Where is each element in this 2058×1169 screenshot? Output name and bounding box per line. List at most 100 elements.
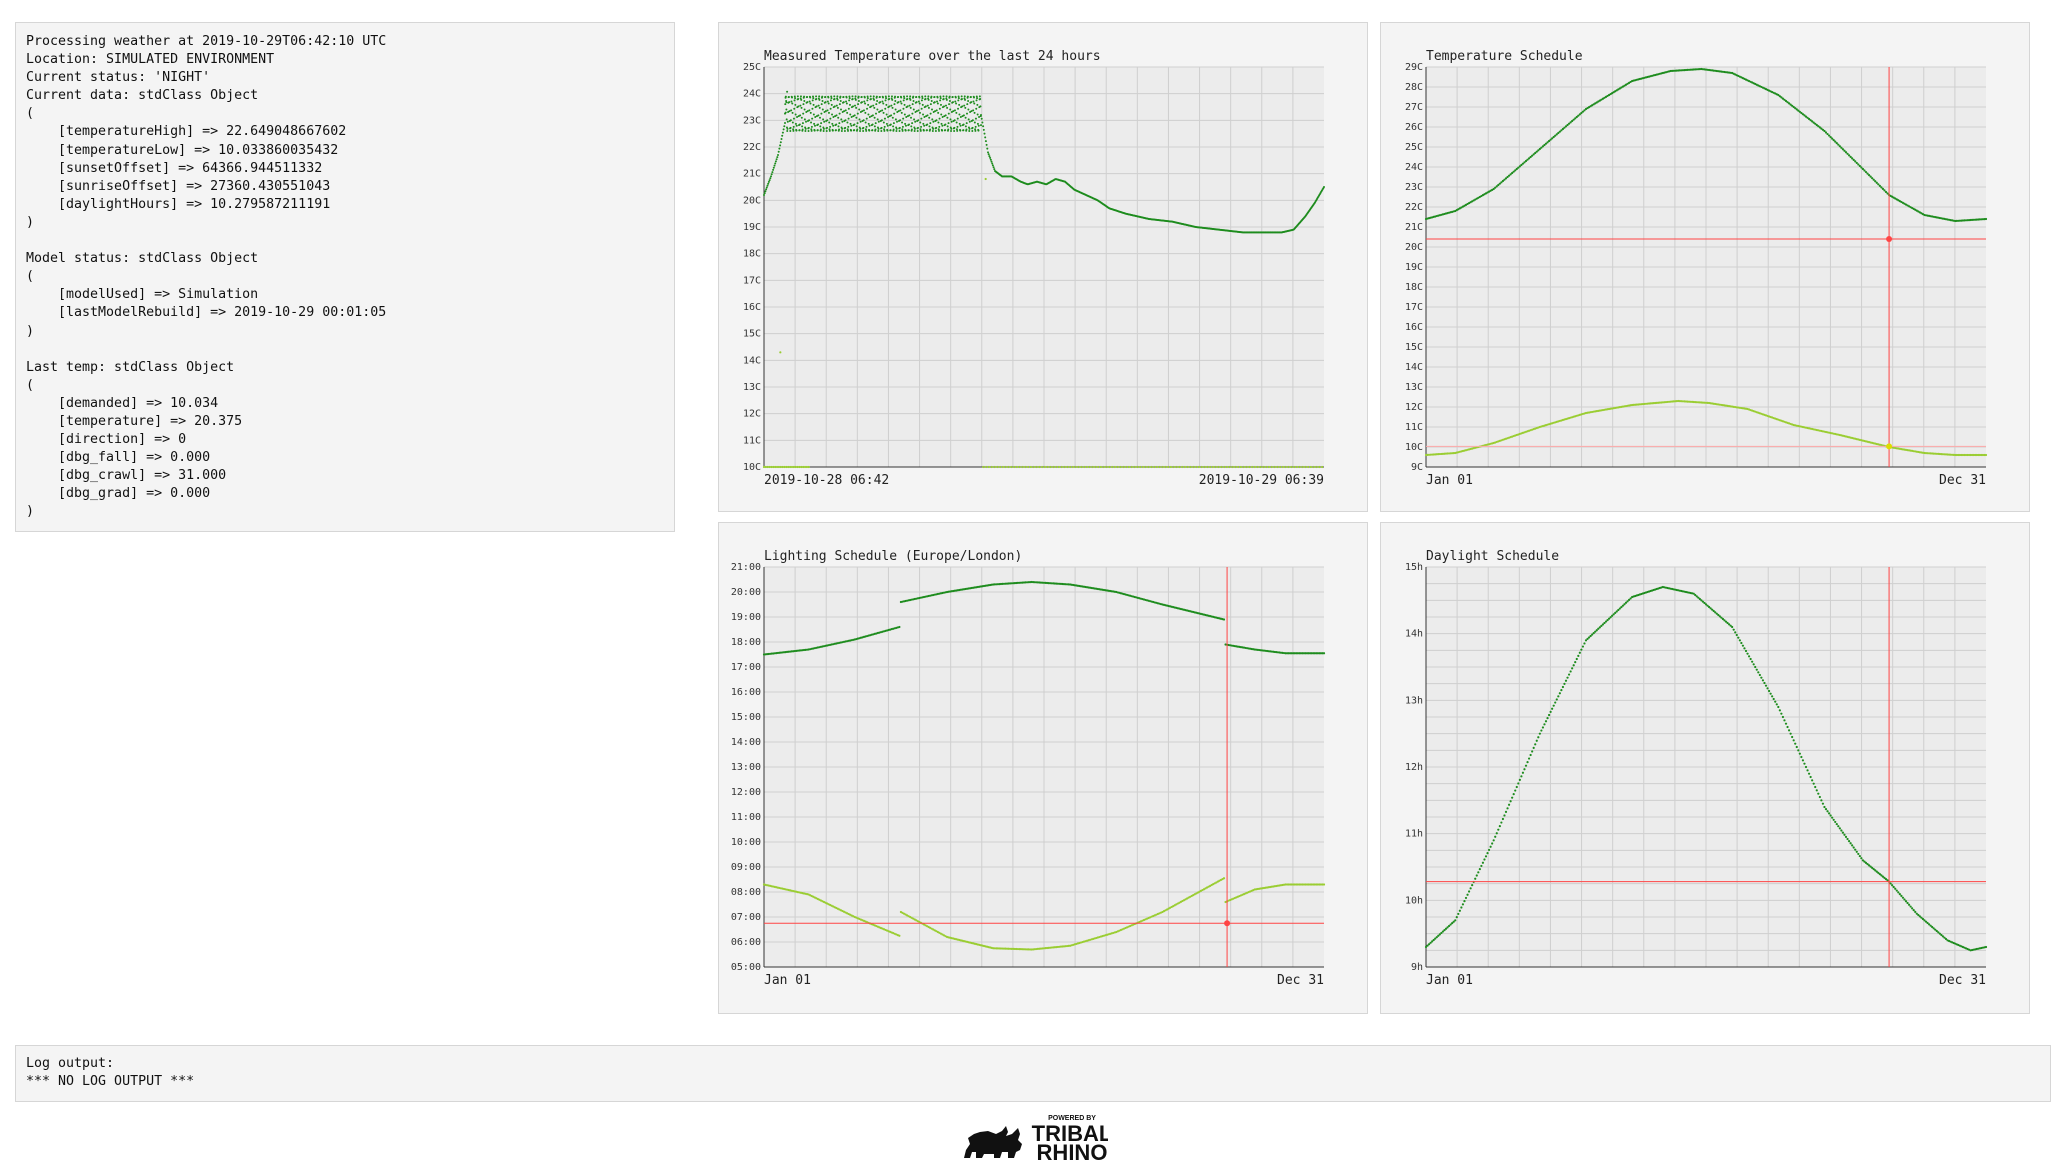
y-tick-label: 12h xyxy=(1405,762,1423,773)
data-point xyxy=(798,129,801,132)
data-point xyxy=(993,465,996,469)
data-point xyxy=(1740,641,1743,645)
data-point xyxy=(881,100,884,103)
status-line: [dbg_fall] => 0.000 xyxy=(58,450,211,466)
demanded-temperature-series xyxy=(762,177,1324,469)
data-point xyxy=(834,129,837,132)
data-point xyxy=(964,106,967,109)
x-label-start: Jan 01 xyxy=(764,973,811,988)
data-point xyxy=(770,465,773,469)
data-point xyxy=(826,119,829,122)
data-point xyxy=(877,120,880,123)
data-point xyxy=(1523,768,1526,771)
data-point xyxy=(1883,189,1886,192)
data-point xyxy=(836,98,839,101)
data-point xyxy=(830,97,833,100)
data-point xyxy=(1780,712,1783,715)
data-point xyxy=(1514,169,1517,172)
y-tick-label: 06:00 xyxy=(731,937,761,948)
data-point xyxy=(862,129,865,132)
data-point xyxy=(803,95,806,98)
data-point xyxy=(1781,715,1785,719)
x-label-start: 2019-10-28 06:42 xyxy=(764,473,889,488)
data-point xyxy=(899,109,902,112)
y-tick-label: 22C xyxy=(1405,202,1423,213)
data-point xyxy=(1877,871,1880,874)
data-point xyxy=(1958,453,1961,457)
data-point xyxy=(1706,604,1709,607)
data-point xyxy=(882,111,885,114)
data-point xyxy=(965,128,968,131)
data-point xyxy=(1463,900,1466,903)
data-point xyxy=(802,465,805,469)
data-point xyxy=(1969,453,1972,457)
y-tick-label: 14C xyxy=(743,355,761,366)
data-point xyxy=(794,103,797,106)
data-point xyxy=(1629,597,1632,600)
y-tick-label: 09:00 xyxy=(731,862,761,873)
data-point xyxy=(1074,465,1077,469)
data-point xyxy=(883,125,886,128)
data-point xyxy=(1906,901,1909,905)
data-point xyxy=(801,122,804,125)
data-point xyxy=(917,119,920,122)
data-point xyxy=(1960,453,1963,457)
data-point xyxy=(974,125,977,128)
data-point xyxy=(1564,679,1568,682)
data-point xyxy=(931,129,934,132)
measured-temperature-chart: 10C 11C 12C 13C 14C 15C 16C 17C 18C 19C 20C 21C 22C 2… xyxy=(718,22,1368,512)
daylight-schedule-chart: 9h 10h 11h 12h 13h 14h 15h Daylight Schedule Jan… xyxy=(1380,522,2030,1014)
data-point xyxy=(958,113,961,116)
data-point xyxy=(945,104,947,107)
x-label-end: 2019-10-29 06:39 xyxy=(1199,473,1324,488)
data-point xyxy=(974,129,977,132)
data-point xyxy=(850,124,853,127)
data-point xyxy=(828,121,831,124)
data-point xyxy=(800,116,803,119)
data-point xyxy=(784,95,787,98)
data-point xyxy=(976,97,979,100)
data-point xyxy=(1004,947,1007,950)
data-point xyxy=(771,171,774,174)
data-point xyxy=(1122,465,1125,469)
data-point xyxy=(938,107,941,110)
data-point xyxy=(1495,832,1498,835)
data-point xyxy=(784,112,786,115)
data-point xyxy=(1801,113,1805,116)
data-point xyxy=(1228,465,1231,469)
data-point xyxy=(1256,465,1259,469)
data-point xyxy=(773,164,776,167)
data-point xyxy=(904,129,907,132)
data-point xyxy=(1875,870,1878,873)
status-line: [sunriseOffset] => 27360.430551043 xyxy=(58,178,331,194)
y-tick-label: 10C xyxy=(1405,442,1423,453)
data-point xyxy=(1022,948,1026,951)
data-point xyxy=(1534,743,1537,746)
data-point xyxy=(811,99,814,102)
data-point xyxy=(905,116,908,118)
data-point xyxy=(792,465,795,469)
data-point xyxy=(939,97,942,100)
data-point xyxy=(777,465,781,469)
data-point xyxy=(1043,465,1047,469)
y-tick-label: 20C xyxy=(1405,242,1423,253)
data-point xyxy=(916,129,919,132)
data-point xyxy=(1526,761,1529,764)
data-point xyxy=(980,117,983,120)
data-point xyxy=(1461,903,1465,906)
data-point xyxy=(948,95,951,98)
data-point xyxy=(804,129,807,132)
data-point xyxy=(895,129,898,132)
data-point xyxy=(1695,595,1698,598)
data-point xyxy=(780,138,783,140)
data-point xyxy=(944,129,947,132)
data-point xyxy=(1506,807,1509,810)
data-point xyxy=(875,103,878,106)
data-point xyxy=(803,465,807,469)
data-point xyxy=(1978,453,1981,457)
data-point xyxy=(879,101,882,104)
data-point xyxy=(825,129,828,132)
status-line: [lastModelRebuild] => 2019-10-29 00:01:0… xyxy=(58,305,387,321)
data-point xyxy=(967,108,970,111)
data-point xyxy=(1503,814,1506,817)
